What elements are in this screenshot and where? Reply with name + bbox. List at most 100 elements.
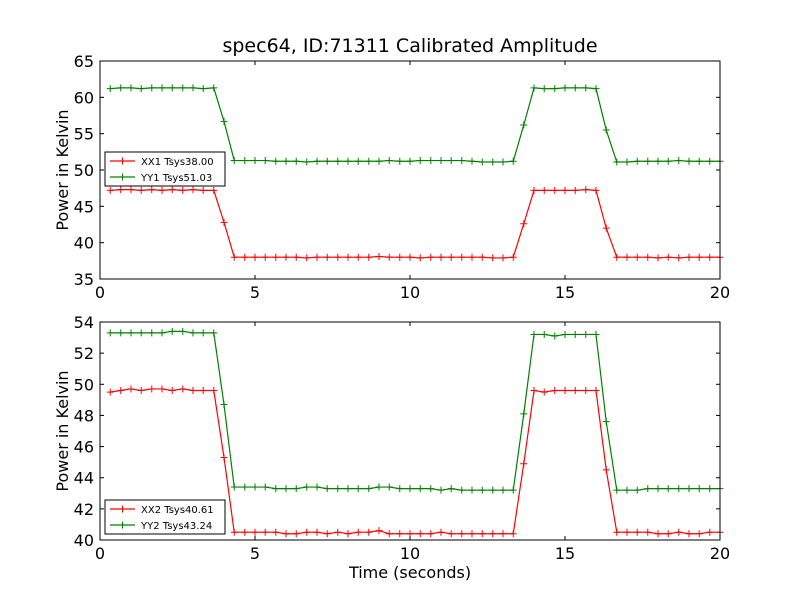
top-series-1-point [117, 84, 125, 92]
top-series-1-point [261, 157, 269, 165]
bottom-series-1-point [168, 327, 176, 335]
bottom-series-0-point [158, 385, 166, 393]
top-series-1-point [354, 157, 362, 165]
bottom-series-1-point [344, 485, 352, 493]
top-series-0-point [551, 186, 559, 194]
bottom-x-tick-label: 10 [400, 544, 420, 563]
bottom-legend-label: XX2 Tsys40.61 [141, 505, 214, 516]
top-series-1-point [406, 157, 414, 165]
top-series-0-point [520, 220, 528, 228]
bottom-series-0-point [272, 528, 280, 536]
top-series-1-point [344, 157, 352, 165]
top-legend [104, 151, 226, 187]
bottom-series-1-point [272, 485, 280, 493]
bottom-series-1-point [520, 410, 528, 418]
bottom-y-tick-label: 52 [74, 344, 94, 363]
top-series-1-point [158, 84, 166, 92]
top-series-1-point [241, 157, 249, 165]
top-series-1-point [530, 84, 538, 92]
top-series-0-point [644, 253, 652, 261]
top-series-1-point [416, 157, 424, 165]
top-series-0-point [478, 253, 486, 261]
bottom-series-0-point [623, 528, 631, 536]
top-series-1-point [675, 157, 683, 165]
top-series-0-point [282, 253, 290, 261]
top-series-0-point [416, 254, 424, 262]
bottom-series-1-point [644, 485, 652, 493]
bottom-series-1-point [509, 486, 517, 494]
bottom-series-1-point [551, 332, 559, 340]
top-series-0-point [602, 224, 610, 232]
bottom-series-1-point [241, 483, 249, 491]
bottom-series-1-point [530, 330, 538, 338]
top-y-tick-label: 55 [74, 125, 94, 144]
bottom-series-0-point [396, 530, 404, 538]
top-series-1-point [540, 85, 548, 93]
top-series-0-point [695, 253, 703, 261]
bottom-series-0-point [447, 530, 455, 538]
top-series-1-point [437, 157, 445, 165]
bottom-y-tick-label: 40 [74, 531, 94, 550]
bottom-series-0-point [148, 385, 156, 393]
top-legend-label: YY1 Tsys51.03 [140, 173, 212, 184]
bottom-series-0-point [664, 530, 672, 538]
top-series-0-point [117, 186, 125, 194]
bottom-x-tick-label: 5 [250, 544, 260, 563]
top-series-1-point [489, 158, 497, 166]
bottom-series-1-point [613, 486, 621, 494]
top-series-1-point [168, 84, 176, 92]
top-series-1-point [251, 157, 259, 165]
bottom-series-0-point [323, 530, 331, 538]
bottom-series-0-point [303, 528, 311, 536]
bottom-series-1-point [127, 329, 135, 337]
bottom-series-1-point [261, 483, 269, 491]
top-series-0-point [489, 254, 497, 262]
top-series-1-point [323, 157, 331, 165]
top-series-1-point [458, 157, 466, 165]
top-series-0-point [509, 253, 517, 261]
bottom-series-1-point [303, 483, 311, 491]
bottom-y-tick-label: 44 [74, 469, 94, 488]
bottom-series-0-point [644, 528, 652, 536]
top-series-0-point [179, 186, 187, 194]
bottom-series-0-point [220, 453, 228, 461]
top-series-1-point [220, 117, 228, 125]
top-series-1-point [571, 84, 579, 92]
top-x-tick-label: 10 [400, 283, 420, 302]
bottom-series-0-point [210, 387, 218, 395]
bottom-series-0-point [416, 530, 424, 538]
bottom-series-0-point [675, 528, 683, 536]
top-series-0-point [675, 254, 683, 262]
bottom-series-0-point [354, 528, 362, 536]
top-series-1-point [551, 85, 559, 93]
top-series-0-point [530, 186, 538, 194]
bottom-series-1-point [375, 483, 383, 491]
bottom-series-1-point [468, 486, 476, 494]
top-series-0-point [468, 253, 476, 261]
bottom-series-1-point [427, 485, 435, 493]
bottom-series-1-point [189, 329, 197, 337]
bottom-series-1-point [313, 483, 321, 491]
bottom-series-1-point [137, 329, 145, 337]
top-series-0-point [458, 253, 466, 261]
bottom-series-1-point [654, 485, 662, 493]
bottom-series-1-point [282, 485, 290, 493]
top-series-1-point [623, 158, 631, 166]
bottom-series-0-point [437, 528, 445, 536]
bottom-series-1-point [623, 486, 631, 494]
top-series-0-point [127, 186, 135, 194]
bottom-series-1-point [220, 401, 228, 409]
top-series-1-point [427, 157, 435, 165]
top-series-1-point [127, 84, 135, 92]
bottom-series-0-point [199, 387, 207, 395]
top-series-0-point [230, 253, 238, 261]
top-series-0-point [385, 253, 393, 261]
top-x-tick-label: 5 [250, 283, 260, 302]
top-series-1-point [385, 157, 393, 165]
top-series-0-point [406, 253, 414, 261]
top-series-1-point [282, 157, 290, 165]
top-series-0-point [272, 253, 280, 261]
top-series-1-point [272, 157, 280, 165]
top-series-0-point [189, 186, 197, 194]
